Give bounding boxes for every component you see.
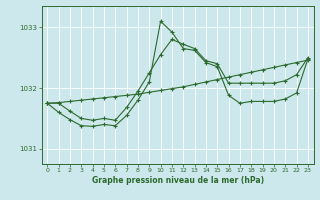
X-axis label: Graphe pression niveau de la mer (hPa): Graphe pression niveau de la mer (hPa) [92,176,264,185]
